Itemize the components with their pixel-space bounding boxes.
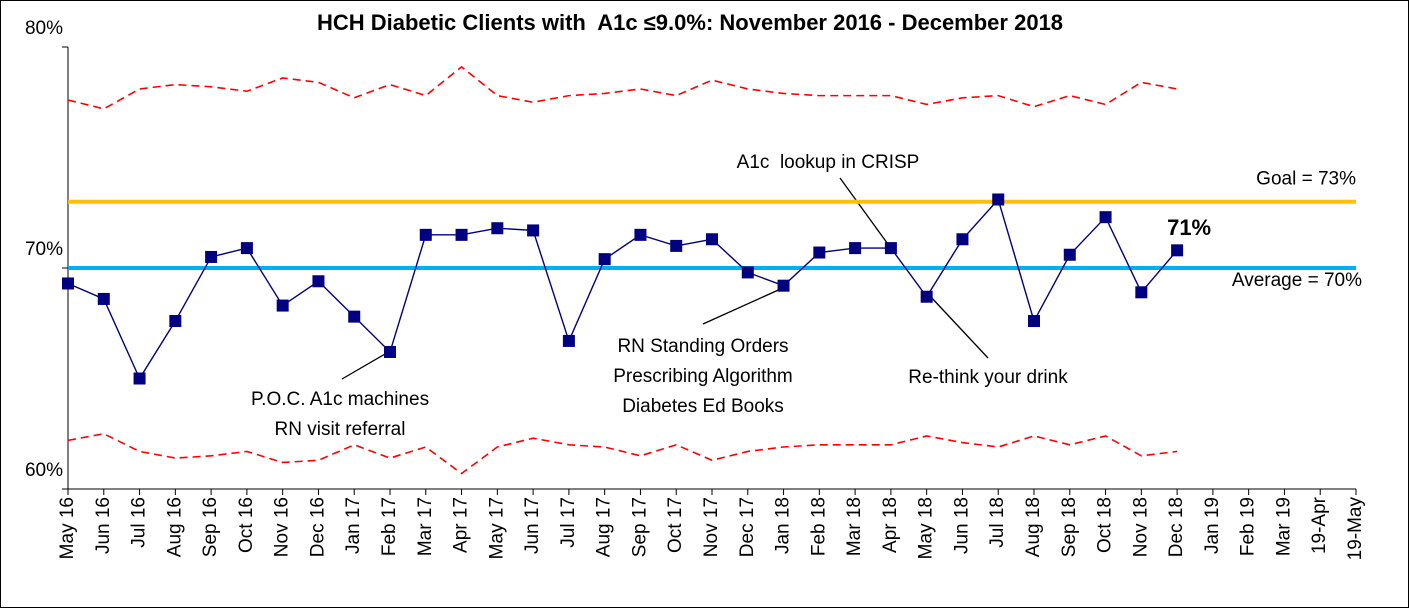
point xyxy=(777,279,790,292)
x-tick-label: Aug 17 xyxy=(594,497,615,557)
x-tick-label: Jun 16 xyxy=(93,497,114,554)
x-tick-label: Oct 18 xyxy=(1095,497,1116,553)
point xyxy=(813,246,826,259)
control-limit xyxy=(67,432,1178,475)
x-tick-label: Aug 16 xyxy=(164,497,185,557)
x-tick-label: Nov 17 xyxy=(701,497,722,557)
chart-title: HCH Diabetic Clients with A1c ≤9.0%: Nov… xyxy=(317,10,1063,35)
x-tick-label: Feb 17 xyxy=(379,497,400,556)
point xyxy=(884,242,897,255)
point xyxy=(276,299,289,312)
pointer xyxy=(341,349,393,380)
annotation: A1c lookup in CRISP xyxy=(737,152,920,173)
point xyxy=(205,250,218,263)
x-tick-label: May 17 xyxy=(486,497,507,559)
x-tick-label: Sep 18 xyxy=(1059,497,1080,557)
point xyxy=(634,228,647,241)
annotation: Diabetes Ed Books xyxy=(622,396,784,417)
x-tick-label: Jan 17 xyxy=(343,497,364,554)
annotation: RN visit referral xyxy=(275,419,406,440)
data-label: 71% xyxy=(1167,215,1211,240)
x-tick-label: 19-Apr xyxy=(1309,496,1330,554)
point xyxy=(1028,315,1040,328)
point xyxy=(992,193,1005,206)
point xyxy=(741,266,754,279)
control-limit xyxy=(67,65,1178,110)
x-tick-label: May 18 xyxy=(916,497,937,559)
point xyxy=(1099,211,1112,224)
annotation: Re-think your drink xyxy=(908,367,1068,388)
point xyxy=(598,253,611,266)
y-tick-label: 60% xyxy=(25,460,63,481)
y-tick-label: 70% xyxy=(25,239,63,260)
x-tick-label: Jul 17 xyxy=(558,497,579,548)
x-tick-label: Jul 18 xyxy=(987,497,1008,548)
x-tick-label: Jun 18 xyxy=(951,497,972,554)
point xyxy=(97,292,110,305)
x-tick-label: Sep 17 xyxy=(629,497,650,557)
annotation: Prescribing Algorithm xyxy=(613,366,793,387)
x-tick-label: Jan 18 xyxy=(773,497,794,554)
y-tick-label: 80% xyxy=(25,18,63,39)
series-line xyxy=(67,198,1178,380)
point xyxy=(384,345,396,358)
point xyxy=(1135,286,1148,299)
x-tick-label: Dec 16 xyxy=(307,497,328,557)
point xyxy=(1063,248,1076,261)
point xyxy=(920,290,933,303)
x-tick-label: Feb 18 xyxy=(808,497,829,556)
x-tick-label: Nov 18 xyxy=(1130,497,1151,557)
x-tick-label: Mar 19 xyxy=(1273,497,1294,556)
reference-label: Goal = 73% xyxy=(1256,169,1356,190)
point xyxy=(527,224,540,237)
point xyxy=(240,242,253,255)
point xyxy=(133,372,146,385)
point xyxy=(455,228,468,241)
x-tick-label: Dec 17 xyxy=(737,497,758,557)
point xyxy=(62,277,74,290)
x-tick-label: Apr 17 xyxy=(451,497,472,553)
x-tick-label: Apr 18 xyxy=(880,497,901,553)
x-tick-label: Sep 16 xyxy=(200,497,221,557)
reference-label: Average = 70% xyxy=(1232,270,1362,291)
point xyxy=(670,239,683,252)
x-tick-label: Aug 18 xyxy=(1023,497,1044,557)
x-tick-label: Jul 16 xyxy=(129,497,150,548)
point xyxy=(419,228,432,241)
annotation-pointers xyxy=(341,177,989,380)
point xyxy=(169,315,182,328)
x-tick-label: Mar 17 xyxy=(415,497,436,556)
point xyxy=(491,222,504,235)
pointer xyxy=(929,295,989,359)
x-tick-label: Jan 19 xyxy=(1202,497,1223,554)
x-tick-label: Jun 17 xyxy=(522,497,543,554)
point xyxy=(562,334,575,347)
point xyxy=(956,233,969,246)
point xyxy=(1171,244,1184,257)
x-tick-label: Oct 16 xyxy=(236,497,257,553)
x-tick-label: Oct 17 xyxy=(665,497,686,553)
x-tick-label: Dec 18 xyxy=(1166,497,1187,557)
pointer xyxy=(839,177,891,248)
x-tick-label: May 16 xyxy=(57,497,78,559)
x-tick-label: Feb 19 xyxy=(1238,497,1259,556)
point xyxy=(312,275,325,288)
x-tick-label: Mar 18 xyxy=(844,497,865,556)
x-tick-label: 19-May xyxy=(1345,497,1366,561)
annotation: P.O.C. A1c machines xyxy=(251,389,429,410)
pointer xyxy=(702,286,786,325)
point xyxy=(348,310,361,323)
point xyxy=(706,233,718,246)
x-tick-label: Nov 16 xyxy=(272,497,293,557)
annotation: RN Standing Orders xyxy=(617,336,788,357)
point xyxy=(849,242,862,255)
